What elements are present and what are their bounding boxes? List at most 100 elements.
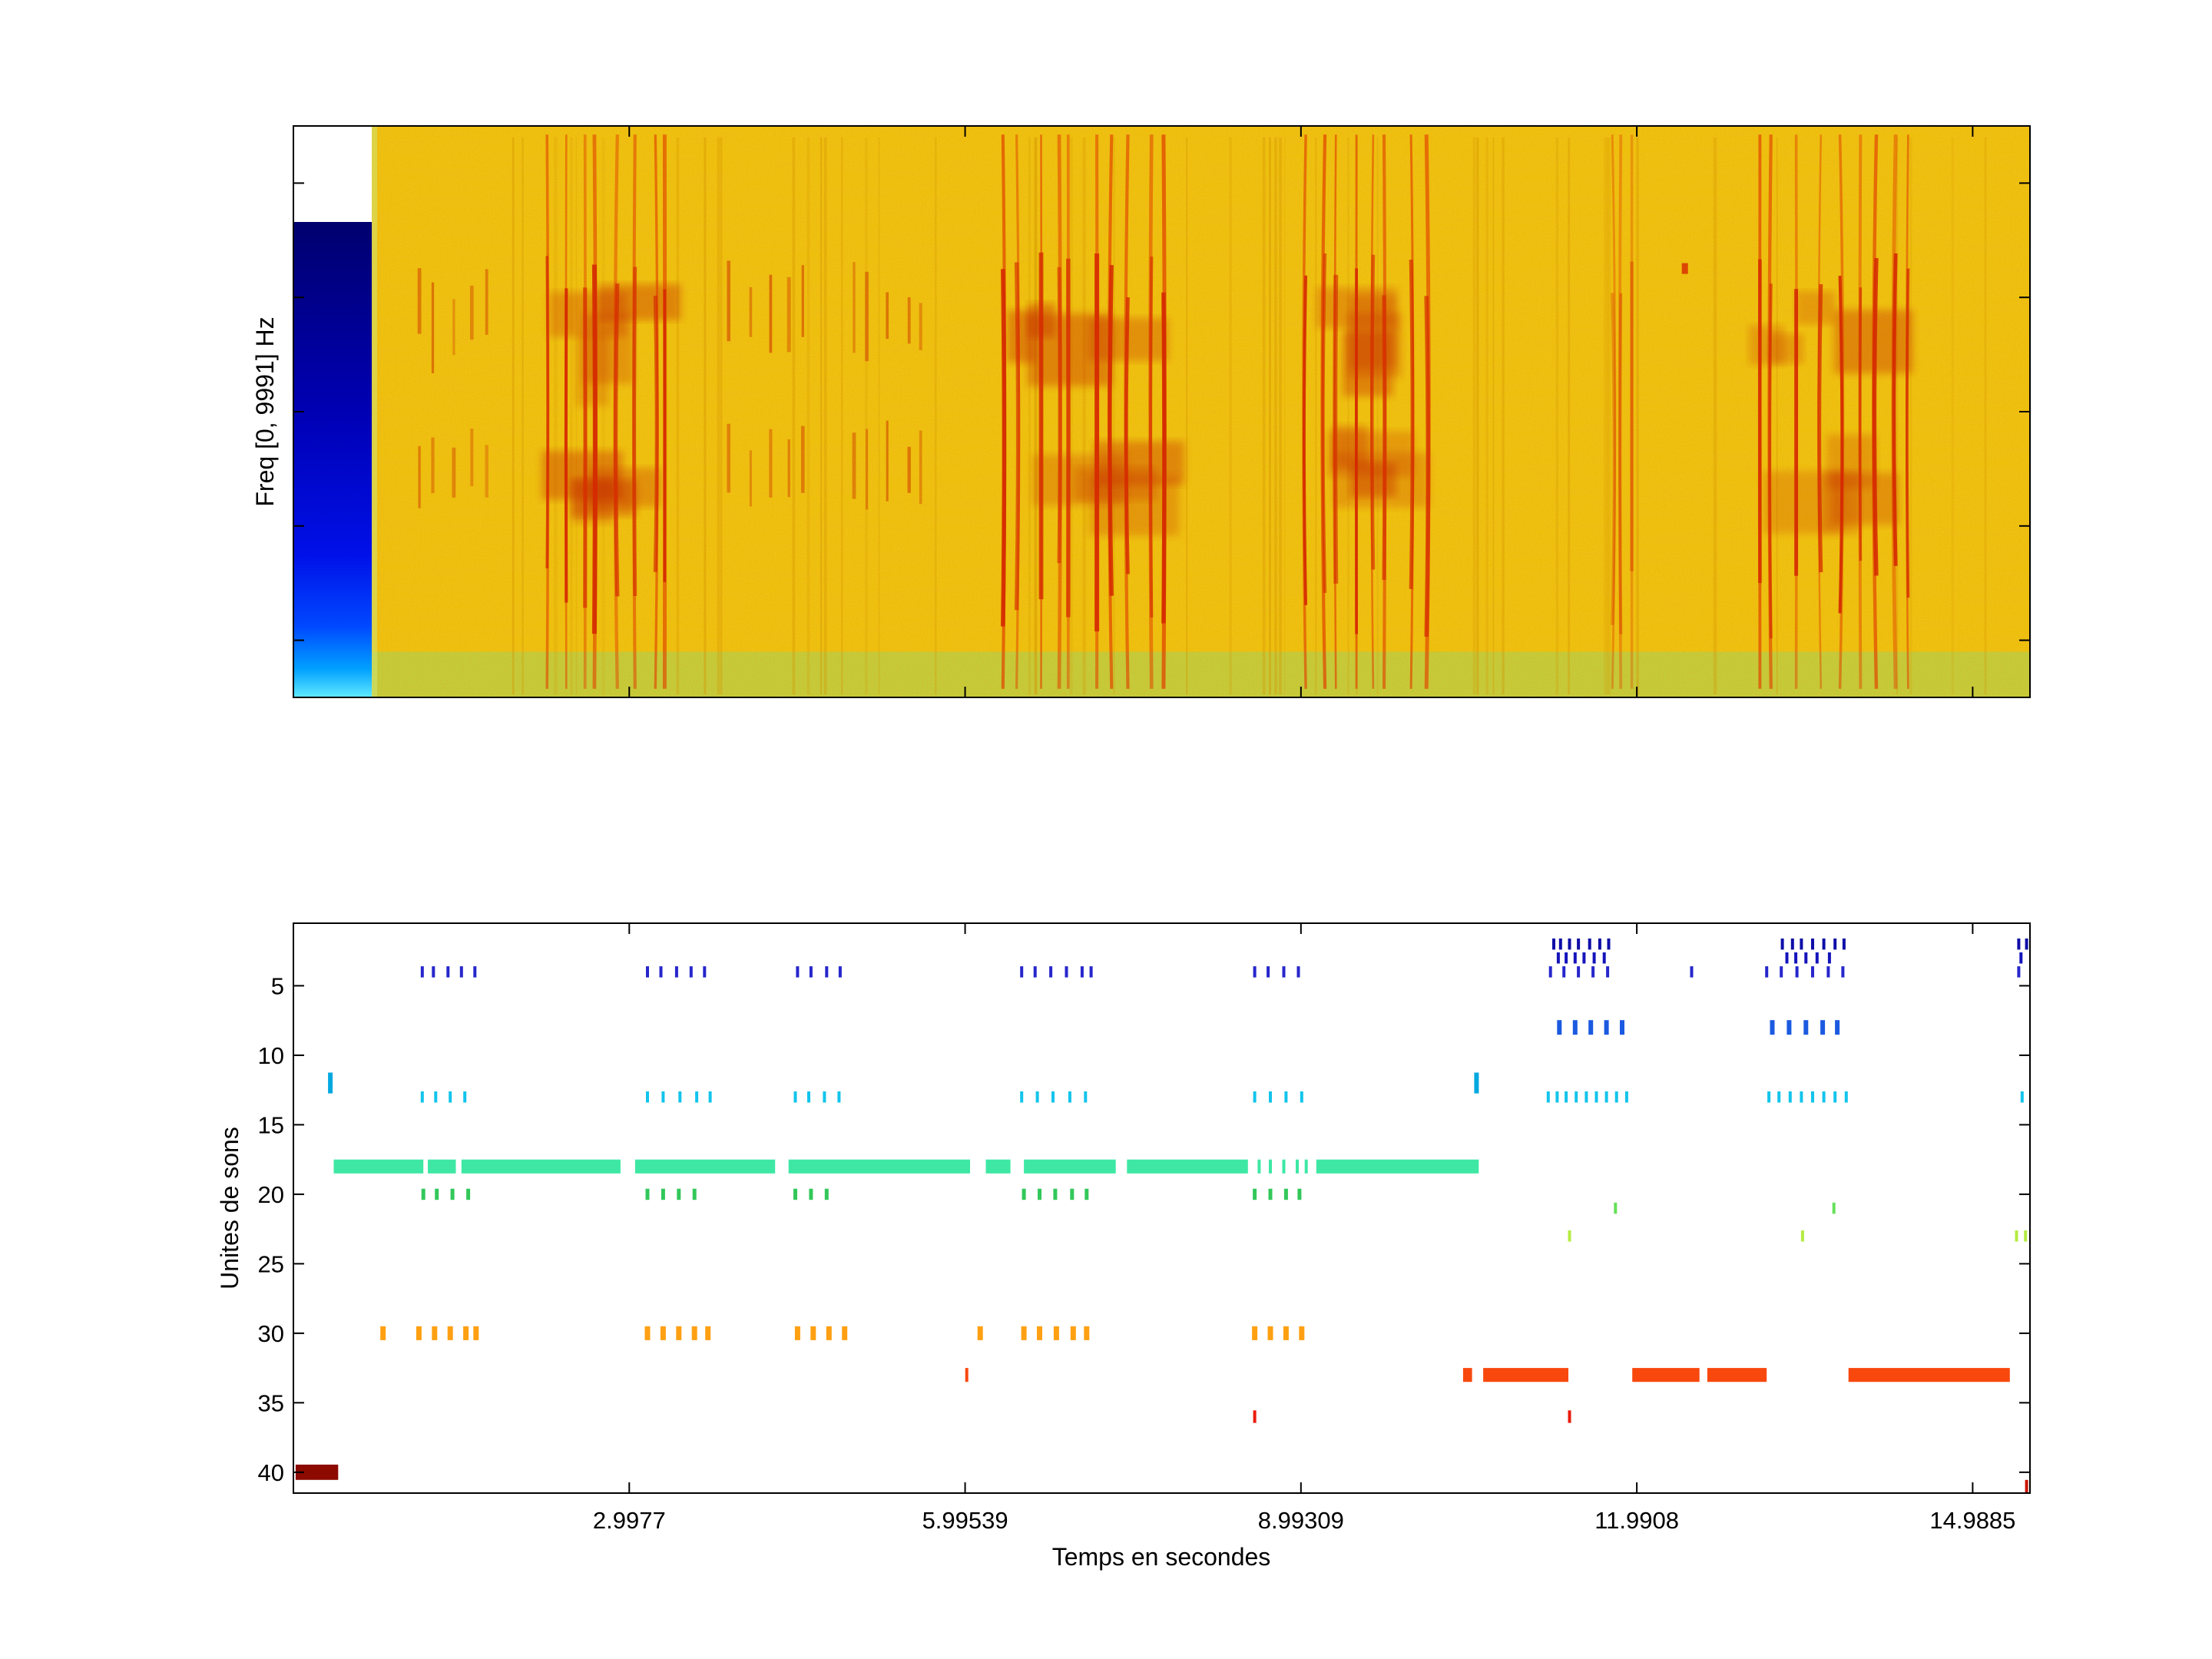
raster-tick	[1296, 966, 1300, 978]
raster-tick	[473, 1326, 479, 1340]
x-tick-label: 8.99309	[1258, 1507, 1344, 1534]
raster-tick	[380, 1326, 386, 1340]
raster-tick	[421, 1188, 426, 1200]
raster-tick	[1794, 952, 1798, 964]
burst-line	[1618, 293, 1623, 634]
y-tick-label: 30	[258, 1320, 284, 1347]
raster-tick	[1624, 1091, 1628, 1103]
burst-line	[1014, 262, 1021, 611]
raster-segment	[1483, 1368, 1568, 1382]
raster-tick	[1594, 1091, 1598, 1103]
y-tick-label: 35	[258, 1389, 284, 1416]
raster-tick	[463, 1091, 467, 1103]
raster-tick	[1269, 1159, 1272, 1174]
y-tick-label: 15	[258, 1111, 284, 1138]
y-tick-labels: 5 10 15 20 25 30 35 40	[258, 972, 284, 1486]
burst-line	[1858, 287, 1863, 561]
spectrogram-ylabel: Freq [0, 9991] Hz	[251, 316, 279, 506]
raster-tick	[1296, 1159, 1299, 1174]
raster-plot	[295, 938, 2028, 1493]
raster-tick	[1568, 938, 1571, 950]
raster-tick	[2020, 1091, 2024, 1103]
y-tick-label: 25	[258, 1250, 284, 1277]
raster-tick	[1300, 1091, 1303, 1103]
raster-tick	[794, 1326, 800, 1340]
raster-tick	[1602, 952, 1606, 964]
raster-frame	[293, 922, 2031, 1494]
burst-blotch	[588, 468, 661, 507]
raster-tick	[1767, 1091, 1771, 1103]
raster-tick	[793, 1091, 797, 1103]
raster-tick	[1562, 966, 1566, 978]
raster-tick	[1822, 938, 1826, 950]
raster-tick	[1257, 1159, 1261, 1174]
x-axis-label: Temps en secondes	[1052, 1543, 1271, 1571]
raster-tick	[677, 1188, 681, 1200]
burst-line	[1611, 134, 1617, 689]
burst-line	[1817, 284, 1823, 573]
raster-tick	[435, 1188, 439, 1200]
raster-tick	[473, 966, 477, 978]
burst-line	[1906, 268, 1910, 598]
raster-segment	[1848, 1368, 2010, 1382]
raster-tick	[1089, 966, 1093, 978]
raster-segment	[1462, 1368, 1472, 1382]
raster-tick	[1297, 1188, 1302, 1200]
raster-tick	[1795, 966, 1799, 978]
raster-tick	[1038, 1188, 1041, 1200]
raster-tick	[1614, 1091, 1618, 1103]
raster-tick	[796, 966, 800, 978]
raster-tick	[2024, 1230, 2028, 1242]
burst-line	[1057, 267, 1062, 564]
raster-tick	[1299, 1326, 1305, 1340]
raster-tick	[660, 1326, 666, 1340]
raster-tick	[1080, 966, 1084, 978]
raster-tick	[1020, 966, 1024, 978]
burst-line	[1424, 296, 1431, 637]
raster-tick	[1253, 1091, 1257, 1103]
burst-line	[1768, 283, 1773, 639]
burst-line	[1611, 293, 1616, 625]
spectrogram-axis-ticks	[293, 126, 2030, 697]
raster-tick	[1788, 1091, 1792, 1103]
raster-tick	[809, 1188, 813, 1200]
raster-tick	[1020, 1091, 1024, 1103]
raster-tick	[1811, 966, 1814, 978]
raster-tick	[1267, 1326, 1273, 1340]
raster-tick	[1811, 938, 1814, 950]
raster-tick	[644, 1326, 651, 1340]
burst-line	[1303, 275, 1308, 605]
raster-segment	[428, 1159, 456, 1174]
raster-tick	[1620, 1020, 1624, 1035]
raster-tick	[1557, 1020, 1562, 1035]
raster-tick	[1800, 1091, 1803, 1103]
spectrogram-plot	[293, 126, 2030, 697]
raster-tick	[1592, 952, 1596, 964]
raster-tick	[1575, 1091, 1578, 1103]
raster-tick	[1604, 1020, 1609, 1035]
raster-tick	[823, 1091, 826, 1103]
raster-tick	[2017, 966, 2021, 978]
raster-tick	[1051, 1091, 1055, 1103]
raster-tick	[646, 1091, 649, 1103]
burst-blotch	[1333, 452, 1429, 508]
raster-segment	[634, 1159, 776, 1174]
raster-tick	[1577, 938, 1581, 950]
raster-tick	[432, 1326, 438, 1340]
raster-tick	[1053, 1326, 1059, 1340]
raster-tick	[1780, 966, 1783, 978]
raster-tick	[1826, 966, 1830, 978]
raster-tick	[1282, 966, 1286, 978]
raster-tick	[1800, 938, 1803, 950]
raster-tick	[1770, 1020, 1775, 1035]
raster-tick	[1556, 952, 1560, 964]
y-tick-label: 10	[258, 1042, 284, 1069]
x-tick-label: 5.99539	[922, 1507, 1008, 1534]
raster-tick	[1555, 1091, 1559, 1103]
raster-tick	[1841, 966, 1845, 978]
raster-tick	[825, 966, 829, 978]
raster-tick	[809, 966, 813, 978]
raster-tick	[1546, 1091, 1550, 1103]
burst-line	[1370, 254, 1376, 570]
burst-line	[613, 283, 620, 597]
